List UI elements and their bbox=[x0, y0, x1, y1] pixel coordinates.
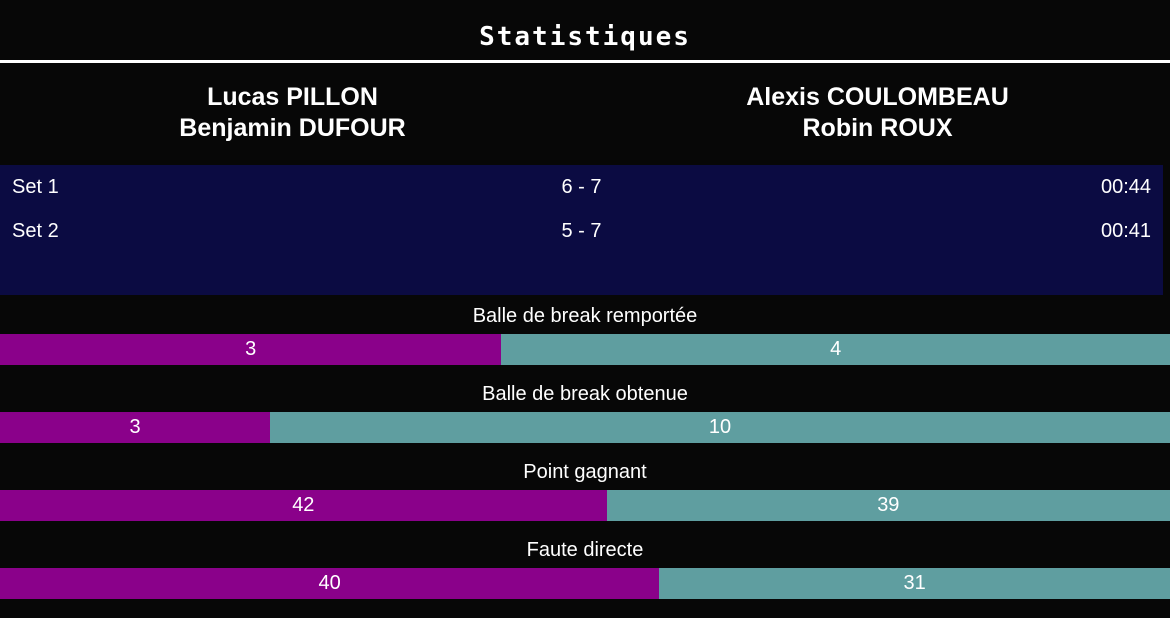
stat-bar: 40 31 bbox=[0, 568, 1170, 599]
player-name-left-2: Benjamin DUFOUR bbox=[179, 114, 406, 142]
stat-value-right: 4 bbox=[830, 338, 842, 360]
stats-list: Balle de break remportée 3 4 Balle de br… bbox=[0, 304, 1170, 599]
stat-bar: 3 4 bbox=[0, 334, 1170, 365]
stat-label: Balle de break obtenue bbox=[482, 383, 688, 405]
stat-bar: 3 10 bbox=[0, 412, 1170, 443]
stat-value-left: 42 bbox=[292, 494, 315, 516]
stat-group: Faute directe 40 31 bbox=[0, 538, 1170, 599]
stat-value-right: 31 bbox=[903, 572, 926, 594]
set-score: 6 - 7 bbox=[561, 175, 602, 198]
team-right-names: Alexis COULOMBEAU Robin ROUX bbox=[585, 82, 1170, 144]
stat-label: Point gagnant bbox=[523, 461, 647, 483]
stat-bar-right-segment: 39 bbox=[606, 490, 1170, 521]
stat-value-left: 3 bbox=[129, 416, 141, 438]
stat-bar-right-segment: 10 bbox=[270, 412, 1170, 443]
stat-value-right: 10 bbox=[708, 416, 732, 438]
player-name-right-2: Robin ROUX bbox=[802, 114, 953, 142]
set-row: Set 2 5 - 7 00:41 bbox=[12, 209, 1151, 253]
player-name-left-1: Lucas PILLON bbox=[207, 83, 378, 111]
stat-group: Balle de break remportée 3 4 bbox=[0, 304, 1170, 365]
stat-bar-left-segment: 42 bbox=[0, 490, 607, 521]
set-duration: 00:41 bbox=[1100, 219, 1152, 242]
player-name-right-1: Alexis COULOMBEAU bbox=[746, 83, 1009, 111]
stat-bar-left-segment: 40 bbox=[0, 568, 660, 599]
set-score: 5 - 7 bbox=[561, 219, 602, 242]
stat-bar-left-segment: 3 bbox=[0, 412, 271, 443]
set-label: Set 1 bbox=[12, 175, 59, 198]
team-left-names: Lucas PILLON Benjamin DUFOUR bbox=[0, 82, 585, 144]
stat-label: Balle de break remportée bbox=[472, 305, 698, 327]
stat-value-right: 39 bbox=[877, 494, 900, 516]
stat-bar-left-segment: 3 bbox=[0, 334, 502, 365]
set-duration: 00:44 bbox=[1100, 175, 1152, 198]
stat-bar-right-segment: 31 bbox=[659, 568, 1170, 599]
title-divider bbox=[0, 60, 1170, 63]
stat-group: Balle de break obtenue 3 10 bbox=[0, 382, 1170, 443]
stat-value-left: 3 bbox=[245, 338, 257, 360]
stat-bar-right-segment: 4 bbox=[501, 334, 1170, 365]
teams-header: Lucas PILLON Benjamin DUFOUR Alexis COUL… bbox=[0, 82, 1170, 144]
stat-bar: 42 39 bbox=[0, 490, 1170, 521]
set-label: Set 2 bbox=[12, 219, 59, 242]
page-title: Statistiques bbox=[479, 22, 691, 52]
set-row: Set 1 6 - 7 00:44 bbox=[12, 165, 1151, 209]
stat-group: Point gagnant 42 39 bbox=[0, 460, 1170, 521]
sets-panel: Set 1 6 - 7 00:44 Set 2 5 - 7 00:41 bbox=[0, 165, 1163, 295]
stat-value-left: 40 bbox=[318, 572, 341, 594]
stat-label: Faute directe bbox=[526, 539, 644, 561]
